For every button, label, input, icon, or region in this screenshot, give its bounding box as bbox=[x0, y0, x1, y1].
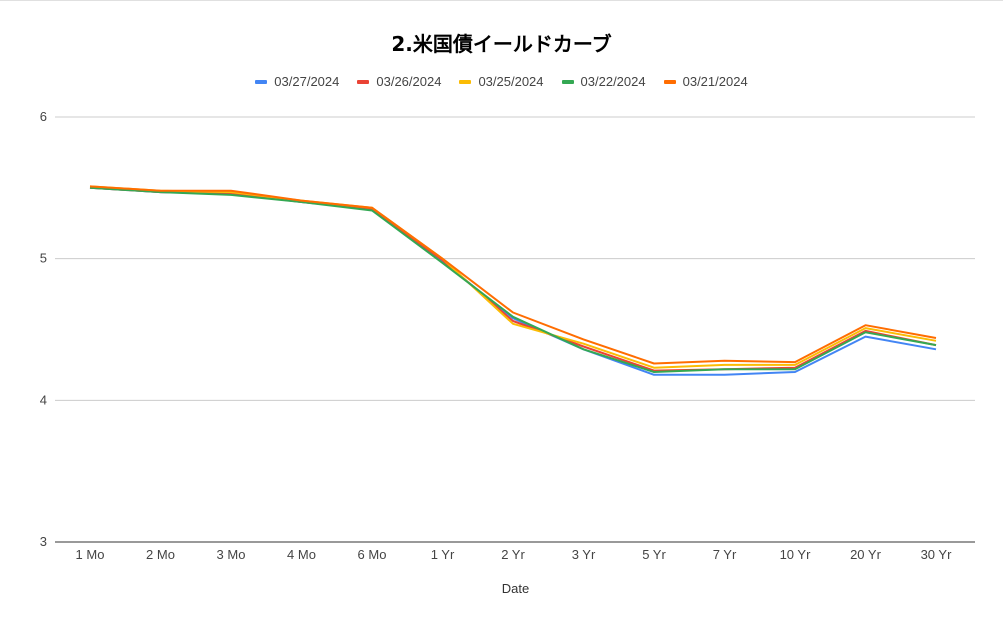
x-tick-label: 4 Mo bbox=[287, 547, 316, 562]
x-tick-label: 3 Mo bbox=[217, 547, 246, 562]
x-tick-label: 10 Yr bbox=[780, 547, 812, 562]
chart-title: 2.米国債イールドカーブ bbox=[391, 32, 612, 56]
y-tick-label: 5 bbox=[40, 251, 47, 266]
x-tick-label: 30 Yr bbox=[921, 547, 953, 562]
y-tick-label: 6 bbox=[40, 109, 47, 124]
y-tick-label: 4 bbox=[40, 392, 47, 407]
legend-swatch bbox=[663, 79, 676, 84]
x-tick-label: 2 Yr bbox=[501, 547, 525, 562]
series-line bbox=[89, 186, 937, 372]
x-axis-title: Date bbox=[501, 581, 530, 596]
x-tick-label: 3 Yr bbox=[572, 547, 596, 562]
series-line bbox=[89, 185, 937, 369]
series-line bbox=[89, 186, 937, 376]
series-line bbox=[89, 185, 937, 365]
x-tick-label: 1 Yr bbox=[431, 547, 455, 562]
legend-swatch bbox=[459, 79, 472, 84]
legend-item[interactable]: 03/27/2024 bbox=[255, 74, 339, 89]
series-line bbox=[89, 186, 937, 373]
x-tick-label: 2 Mo bbox=[146, 547, 175, 562]
top-border bbox=[0, 0, 1003, 1]
x-tick-label: 6 Mo bbox=[358, 547, 387, 562]
legend-item[interactable]: 03/25/2024 bbox=[459, 74, 544, 89]
legend-swatch bbox=[561, 79, 574, 84]
legend-label: 03/22/2024 bbox=[580, 74, 646, 89]
legend-item[interactable]: 03/21/2024 bbox=[663, 74, 748, 89]
legend-swatch bbox=[255, 79, 268, 84]
legend-item[interactable]: 03/26/2024 bbox=[357, 74, 441, 89]
legend[interactable]: 03/27/2024 03/26/2024 03/25/2024 03/22/2… bbox=[0, 74, 1003, 89]
legend-label: 03/21/2024 bbox=[682, 74, 748, 89]
x-tick-label: 1 Mo bbox=[76, 547, 105, 562]
y-tick-label: 3 bbox=[40, 534, 47, 549]
legend-label: 03/27/2024 bbox=[274, 74, 340, 89]
x-tick-label: 5 Yr bbox=[642, 547, 666, 562]
legend-item[interactable]: 03/22/2024 bbox=[561, 74, 646, 89]
legend-swatch bbox=[357, 79, 370, 84]
legend-label: 03/26/2024 bbox=[376, 74, 442, 89]
x-tick-label: 20 Yr bbox=[850, 547, 882, 562]
x-tick-label: 7 Yr bbox=[713, 547, 737, 562]
legend-label: 03/25/2024 bbox=[478, 74, 544, 89]
